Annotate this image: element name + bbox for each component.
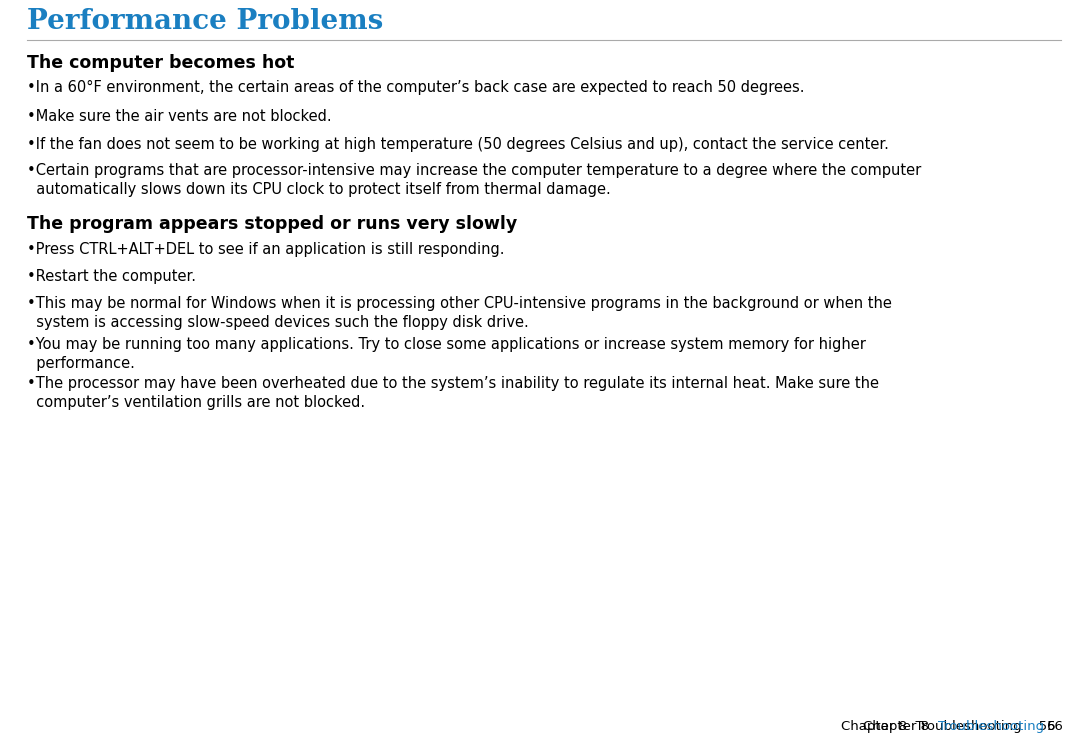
Text: •Make sure the air vents are not blocked.: •Make sure the air vents are not blocked…: [27, 109, 332, 124]
Text: 56: 56: [1047, 720, 1064, 733]
Text: •Press CTRL+ALT+DEL to see if an application is still responding.: •Press CTRL+ALT+DEL to see if an applica…: [27, 242, 505, 257]
Text: •If the fan does not seem to be working at high temperature (50 degrees Celsius : •If the fan does not seem to be working …: [27, 137, 889, 152]
Text: •Restart the computer.: •Restart the computer.: [27, 269, 196, 284]
Text: Performance Problems: Performance Problems: [27, 8, 383, 35]
Text: Chapter 8: Chapter 8: [863, 720, 929, 733]
Text: Chapter 8  Troubleshooting    56: Chapter 8 Troubleshooting 56: [841, 720, 1055, 733]
Text: Troubleshooting: Troubleshooting: [938, 720, 1044, 733]
Text: •The processor may have been overheated due to the system’s inability to regulat: •The processor may have been overheated …: [27, 376, 879, 409]
Text: The computer becomes hot: The computer becomes hot: [27, 54, 295, 72]
Text: The program appears stopped or runs very slowly: The program appears stopped or runs very…: [27, 215, 518, 233]
Text: •You may be running too many applications. Try to close some applications or inc: •You may be running too many application…: [27, 337, 866, 371]
Text: •This may be normal for Windows when it is processing other CPU-intensive progra: •This may be normal for Windows when it …: [27, 296, 892, 329]
Text: •In a 60°F environment, the certain areas of the computer’s back case are expect: •In a 60°F environment, the certain area…: [27, 80, 805, 95]
Text: •Certain programs that are processor-intensive may increase the computer tempera: •Certain programs that are processor-int…: [27, 163, 922, 196]
